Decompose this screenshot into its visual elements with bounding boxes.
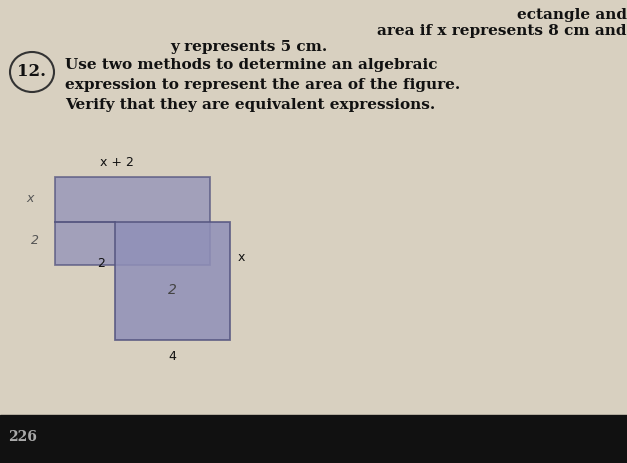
Bar (55, 177, 210, 265)
Bar (115, 222, 230, 340)
Text: x: x (26, 193, 34, 206)
Text: x + 2: x + 2 (100, 156, 134, 169)
Text: expression to represent the area of the figure.: expression to represent the area of the … (65, 78, 460, 92)
Text: 2: 2 (168, 283, 177, 297)
Text: x: x (238, 251, 245, 264)
Text: y represents 5 cm.: y represents 5 cm. (170, 40, 327, 54)
Text: 226: 226 (8, 430, 37, 444)
Text: 2: 2 (97, 257, 105, 270)
Text: Verify that they are equivalent expressions.: Verify that they are equivalent expressi… (65, 98, 435, 112)
Bar (0, 415, 627, 463)
Text: 2: 2 (31, 234, 39, 247)
Text: 12.: 12. (18, 63, 46, 81)
Text: Use two methods to determine an algebraic: Use two methods to determine an algebrai… (65, 58, 438, 72)
Text: area if x represents 8 cm and: area if x represents 8 cm and (377, 24, 627, 38)
Text: ectangle and: ectangle and (517, 8, 627, 22)
Text: 4: 4 (169, 350, 176, 363)
